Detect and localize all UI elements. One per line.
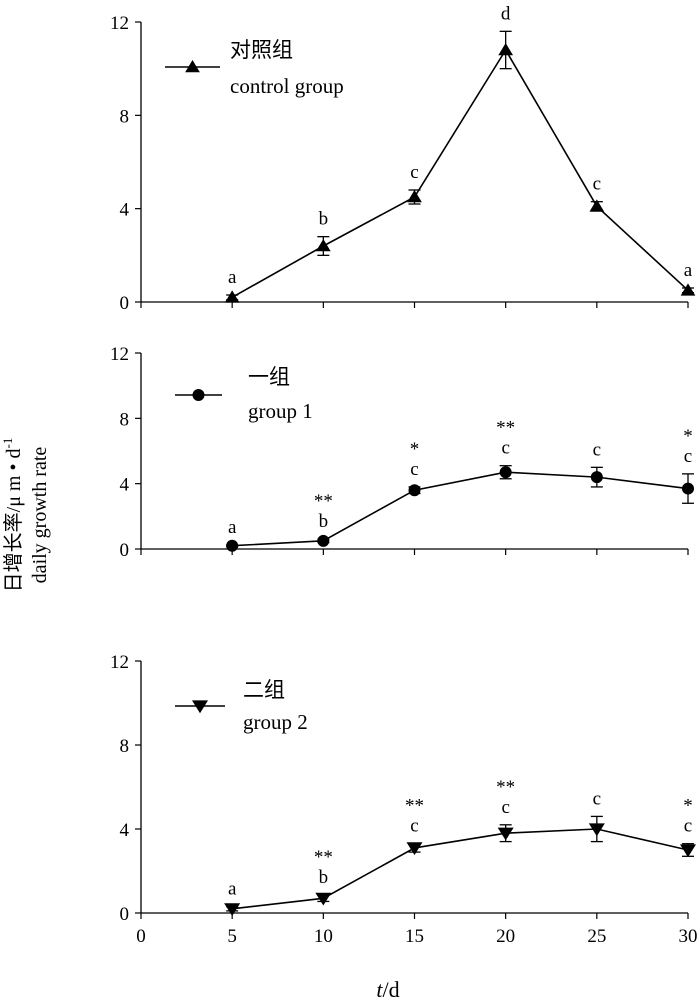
x-tick-label: 5: [227, 926, 237, 947]
significance-stars: **: [314, 491, 333, 512]
data-point: [226, 539, 239, 552]
x-tick-label: 20: [496, 926, 515, 947]
legend-marker: [192, 389, 205, 401]
significance-letter: c: [593, 439, 601, 460]
data-point: [224, 290, 240, 303]
significance-stars: **: [496, 418, 515, 439]
svg-text:日增长率/μ m • d-1: 日增长率/μ m • d-1: [0, 438, 25, 593]
significance-letter: c: [410, 459, 418, 480]
significance-stars: *: [410, 439, 420, 460]
significance-stars: *: [683, 796, 693, 817]
data-point: [680, 283, 696, 296]
data-point: [499, 466, 512, 479]
y-tick-label: 0: [120, 293, 130, 314]
significance-letter: b: [319, 209, 329, 230]
significance-letter: c: [501, 438, 509, 459]
legend: 对照组 control group: [165, 38, 344, 98]
x-tick-label: 0: [136, 926, 146, 947]
significance-letter: c: [684, 446, 692, 467]
data-point: [315, 892, 332, 906]
x-axis-label-unit: /d: [383, 977, 400, 1002]
significance-stars: **: [314, 847, 333, 868]
y-tick-label: 0: [120, 540, 130, 561]
x-tick-label: 15: [405, 926, 424, 947]
significance-letter: c: [410, 162, 418, 183]
significance-letter: c: [501, 797, 509, 818]
data-point: [224, 903, 241, 916]
data-point: [408, 484, 421, 497]
y-tick-label: 12: [110, 652, 129, 673]
data-point: [315, 239, 331, 252]
significance-letter: c: [684, 816, 692, 837]
significance-stars: **: [496, 777, 515, 798]
y-axis-label-cn: 日增长率/μ m • d: [2, 449, 25, 593]
y-tick-label: 4: [120, 820, 130, 841]
series-line: [231, 48, 689, 299]
significance-letter: b: [319, 511, 329, 532]
legend-label-en: control group: [230, 74, 344, 98]
data-point: [406, 842, 423, 856]
significance-letter: d: [501, 3, 511, 24]
legend-marker: [192, 700, 208, 714]
x-tick-label: 25: [587, 926, 606, 947]
data-point: [589, 199, 605, 212]
data-point: [498, 43, 514, 56]
data-point: [407, 190, 422, 203]
significance-letter: c: [593, 174, 601, 195]
y-axis-label-sup: -1: [0, 438, 15, 449]
data-point: [590, 471, 603, 484]
y-tick-label: 8: [120, 409, 130, 430]
significance-stars: **: [405, 796, 424, 817]
series-line: [232, 471, 689, 547]
x-axis-label-italic: t: [376, 977, 383, 1002]
y-tick-label: 4: [120, 475, 130, 496]
y-axis-label-en: daily growth rate: [29, 447, 51, 584]
data-point: [317, 534, 330, 547]
y-tick-label: 12: [110, 13, 129, 34]
legend-marker: [185, 60, 200, 73]
legend: 一组 group 1: [175, 365, 313, 423]
y-tick-label: 0: [120, 904, 130, 925]
y-tick-label: 8: [120, 106, 130, 127]
significance-letter: c: [593, 788, 601, 809]
legend-label-cn: 对照组: [230, 38, 293, 62]
x-tick-label: 10: [314, 926, 333, 947]
legend-label-cn: 一组: [248, 365, 290, 389]
significance-letter: a: [228, 267, 237, 288]
legend: 二组 group 2: [175, 678, 308, 734]
data-point: [588, 823, 605, 837]
y-tick-label: 4: [120, 200, 130, 221]
x-axis: 0 5 10 15 20 25 30: [136, 926, 697, 947]
significance-letter: a: [228, 879, 237, 900]
panel-control-group: 0 4 8 12 a b c d c a 对照组 control group: [110, 3, 696, 314]
legend-label-cn: 二组: [243, 678, 285, 702]
x-axis-title: t/d: [376, 977, 399, 1002]
significance-stars: *: [683, 426, 693, 447]
data-point: [680, 844, 696, 858]
data-point: [682, 482, 694, 495]
series-line: [232, 828, 689, 910]
significance-letter: c: [410, 816, 418, 837]
significance-letter: b: [319, 867, 329, 888]
legend-label-en: group 1: [248, 399, 313, 423]
y-axis-title: 日增长率/μ m • d-1 daily growth rate: [0, 438, 51, 593]
legend-label-en: group 2: [243, 710, 308, 734]
y-tick-label: 8: [120, 736, 130, 757]
significance-letter: a: [228, 517, 237, 538]
data-point: [497, 827, 514, 841]
y-tick-label: 12: [110, 344, 129, 365]
x-tick-label: 30: [679, 926, 698, 947]
significance-letter: a: [684, 260, 693, 281]
